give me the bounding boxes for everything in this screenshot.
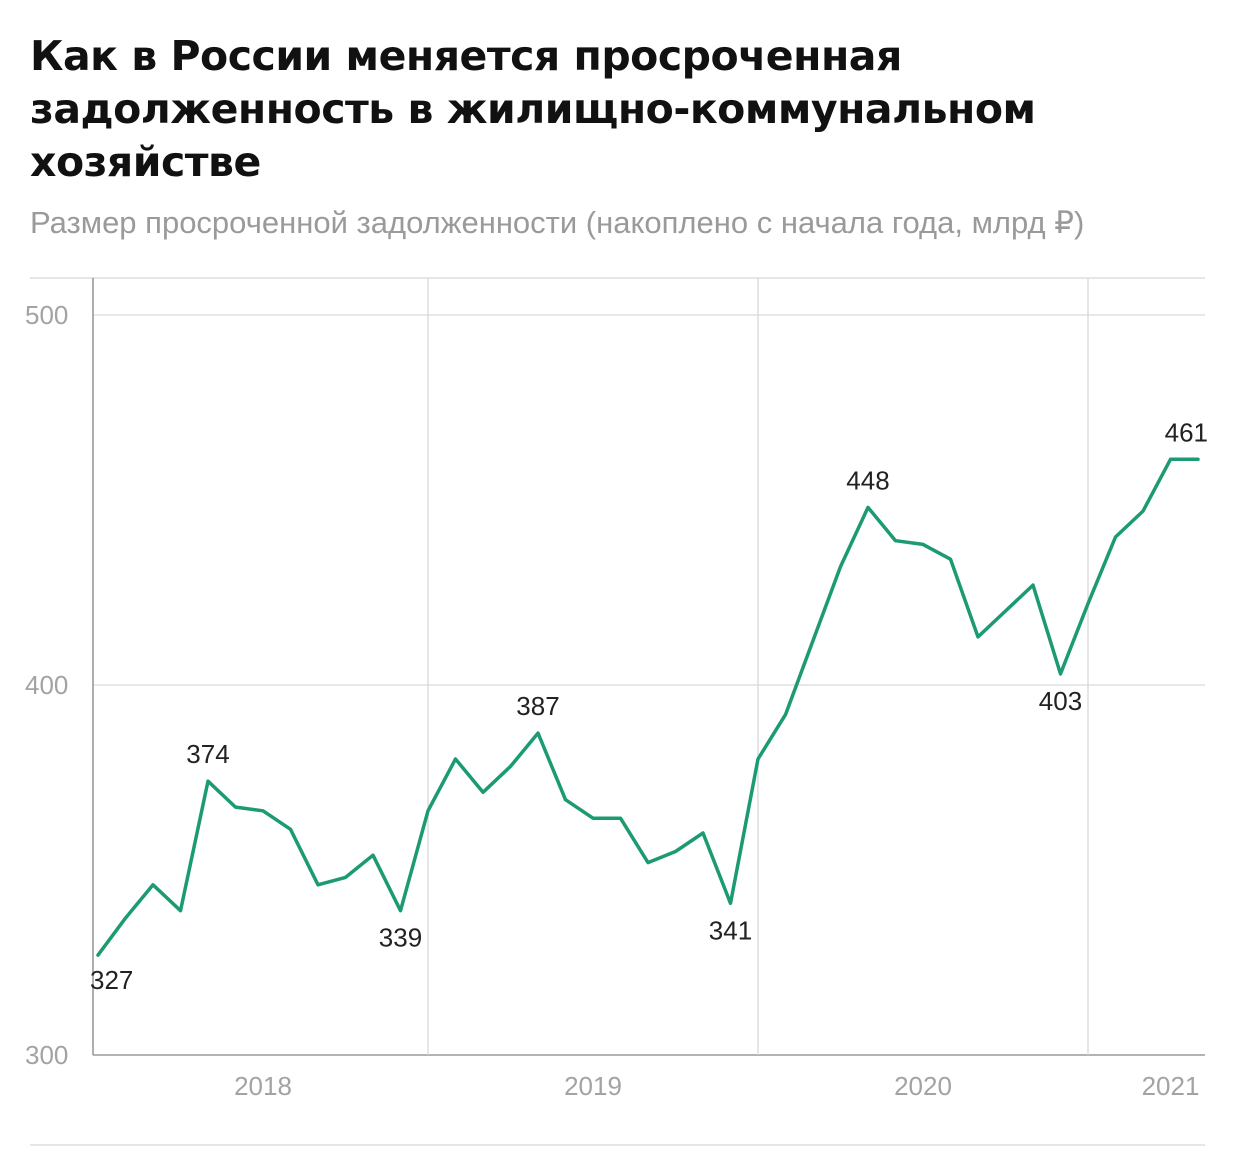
series-line-0 <box>96 457 1200 957</box>
data-label-448: 448 <box>846 465 889 495</box>
chart-title-line-1: Как в России меняется просроченная <box>30 32 902 80</box>
data-labels: 327 374 339 387 341 448 403 461 <box>90 417 1208 995</box>
series-layer <box>96 457 1200 957</box>
y-tick-label-500: 500 <box>25 300 68 330</box>
x-tick-label-2021: 2021 <box>1142 1071 1200 1101</box>
data-label-461: 461 <box>1165 417 1208 447</box>
gridlines <box>93 278 1205 1056</box>
data-label-374: 374 <box>186 739 229 769</box>
y-axis: 300 400 500 <box>25 278 94 1070</box>
data-label-403: 403 <box>1039 686 1082 716</box>
data-label-341: 341 <box>709 915 752 945</box>
y-tick-label-300: 300 <box>25 1040 68 1070</box>
x-axis: 2018 2019 2020 2021 <box>234 1071 1199 1101</box>
x-tick-label-2020: 2020 <box>894 1071 952 1101</box>
x-tick-label-2018: 2018 <box>234 1071 292 1101</box>
chart-subtitle: Размер просроченной задолженности (накоп… <box>30 205 1085 240</box>
data-label-387: 387 <box>516 691 559 721</box>
chart-title-line-2: задолженность в жилищно-коммунальном <box>30 85 1036 133</box>
chart-title: Как в России меняется просроченная задол… <box>30 30 1180 189</box>
data-label-327: 327 <box>90 965 133 995</box>
x-tick-label-2019: 2019 <box>564 1071 622 1101</box>
y-tick-label-400: 400 <box>25 670 68 700</box>
chart-title-line-3: хозяйстве <box>30 138 261 186</box>
data-label-339: 339 <box>379 923 422 953</box>
